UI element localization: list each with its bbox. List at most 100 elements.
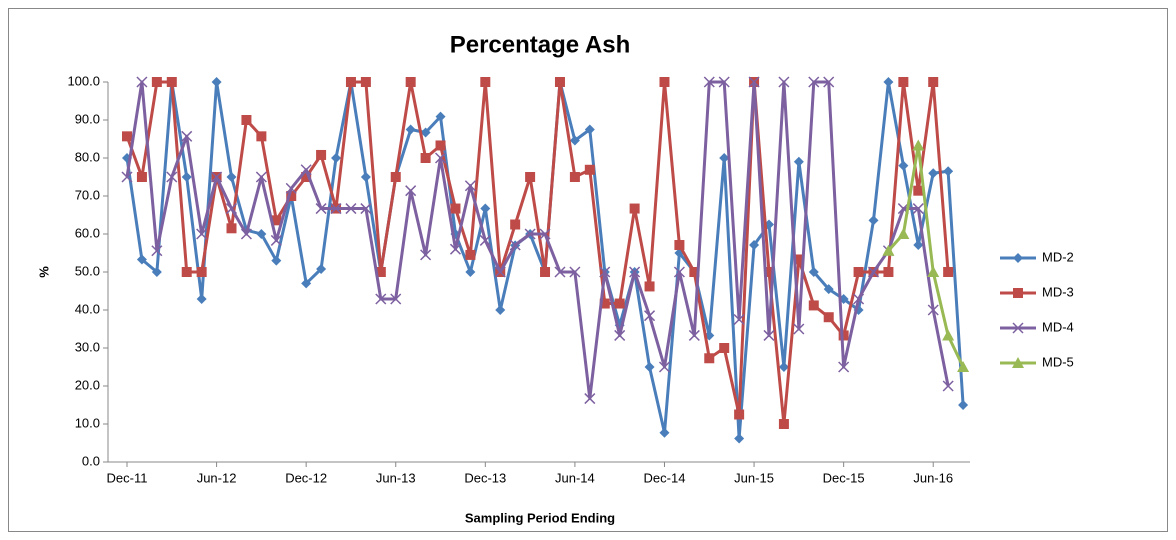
data-point	[673, 266, 685, 278]
data-point	[166, 171, 178, 183]
y-tick-label: 80.0	[75, 149, 100, 164]
data-point	[599, 298, 610, 309]
x-tick-label: Dec-15	[823, 470, 865, 485]
data-point	[793, 254, 804, 265]
data-point	[569, 135, 580, 146]
data-point	[255, 171, 267, 183]
data-point	[226, 223, 237, 234]
data-point	[420, 249, 432, 261]
data-point	[435, 111, 446, 122]
data-point	[196, 293, 207, 304]
data-point	[196, 267, 207, 277]
data-point	[196, 228, 208, 240]
data-point	[360, 77, 371, 87]
data-point	[748, 76, 760, 88]
data-point	[644, 310, 656, 322]
data-point	[943, 267, 954, 277]
data-point	[778, 362, 789, 372]
data-point	[734, 433, 745, 444]
legend-label: MD-2	[1042, 249, 1074, 264]
data-point	[629, 203, 640, 214]
data-point	[882, 244, 895, 256]
data-point	[495, 305, 506, 315]
data-point	[211, 77, 222, 87]
data-point	[449, 243, 461, 255]
data-point	[375, 293, 387, 305]
x-tick-label: Dec-11	[107, 470, 148, 485]
data-point	[434, 152, 447, 164]
data-point	[958, 400, 969, 410]
data-point	[525, 172, 536, 182]
data-point	[405, 77, 416, 87]
data-point	[703, 76, 715, 88]
data-point	[225, 203, 238, 215]
data-point	[271, 255, 282, 266]
data-point	[316, 149, 327, 160]
y-axis-title: %	[36, 266, 51, 278]
data-point	[301, 172, 312, 182]
x-tick-label: Jun-15	[734, 470, 774, 485]
data-point	[286, 191, 297, 201]
data-point	[734, 409, 745, 420]
data-point	[569, 172, 580, 182]
series-line	[125, 80, 950, 400]
data-point	[450, 203, 461, 214]
data-point	[316, 263, 327, 274]
data-point	[688, 329, 700, 341]
data-point	[510, 219, 521, 230]
data-point	[465, 249, 476, 260]
y-tick-label: 30.0	[75, 339, 100, 354]
data-point	[420, 153, 431, 163]
data-point	[345, 203, 357, 215]
x-tick-label: Jun-14	[555, 470, 595, 485]
data-point	[853, 267, 864, 277]
data-point	[480, 77, 491, 87]
data-point	[927, 304, 939, 316]
data-point	[718, 76, 730, 88]
data-point	[331, 153, 342, 163]
data-point	[375, 267, 386, 277]
data-point	[539, 228, 551, 240]
data-point	[599, 266, 611, 278]
y-tick-label: 20.0	[75, 377, 100, 392]
data-point	[151, 267, 162, 277]
data-point	[405, 185, 417, 197]
data-point	[763, 329, 775, 341]
data-point	[241, 115, 252, 125]
data-point	[927, 266, 940, 277]
legend-marker	[1012, 322, 1024, 334]
data-point	[659, 427, 670, 438]
data-point	[360, 203, 372, 215]
series-line	[125, 80, 950, 426]
data-point	[554, 266, 566, 278]
data-point	[823, 76, 835, 88]
data-point	[136, 172, 147, 182]
data-point	[912, 203, 924, 215]
data-point	[480, 203, 491, 214]
x-tick-label: Jun-16	[913, 470, 953, 485]
data-point	[808, 76, 820, 88]
data-point	[778, 76, 790, 88]
data-point	[420, 127, 431, 138]
data-point	[898, 77, 909, 87]
data-point	[719, 343, 730, 353]
data-point	[942, 329, 955, 341]
legend-marker	[1012, 357, 1024, 368]
chart-title: Percentage Ash	[450, 31, 631, 58]
data-point	[808, 267, 819, 277]
data-point	[614, 329, 626, 341]
data-point	[509, 239, 521, 251]
data-point	[464, 180, 476, 192]
data-point	[181, 267, 192, 277]
data-point	[271, 215, 282, 226]
data-point	[240, 228, 252, 240]
data-point	[405, 124, 416, 135]
data-point	[554, 77, 565, 87]
data-point	[793, 156, 804, 167]
data-point	[360, 172, 371, 182]
x-tick-label: Dec-14	[644, 470, 686, 485]
data-point	[808, 300, 819, 311]
x-axis-title: Sampling Period Ending	[465, 510, 615, 525]
y-tick-label: 100.0	[67, 73, 100, 88]
